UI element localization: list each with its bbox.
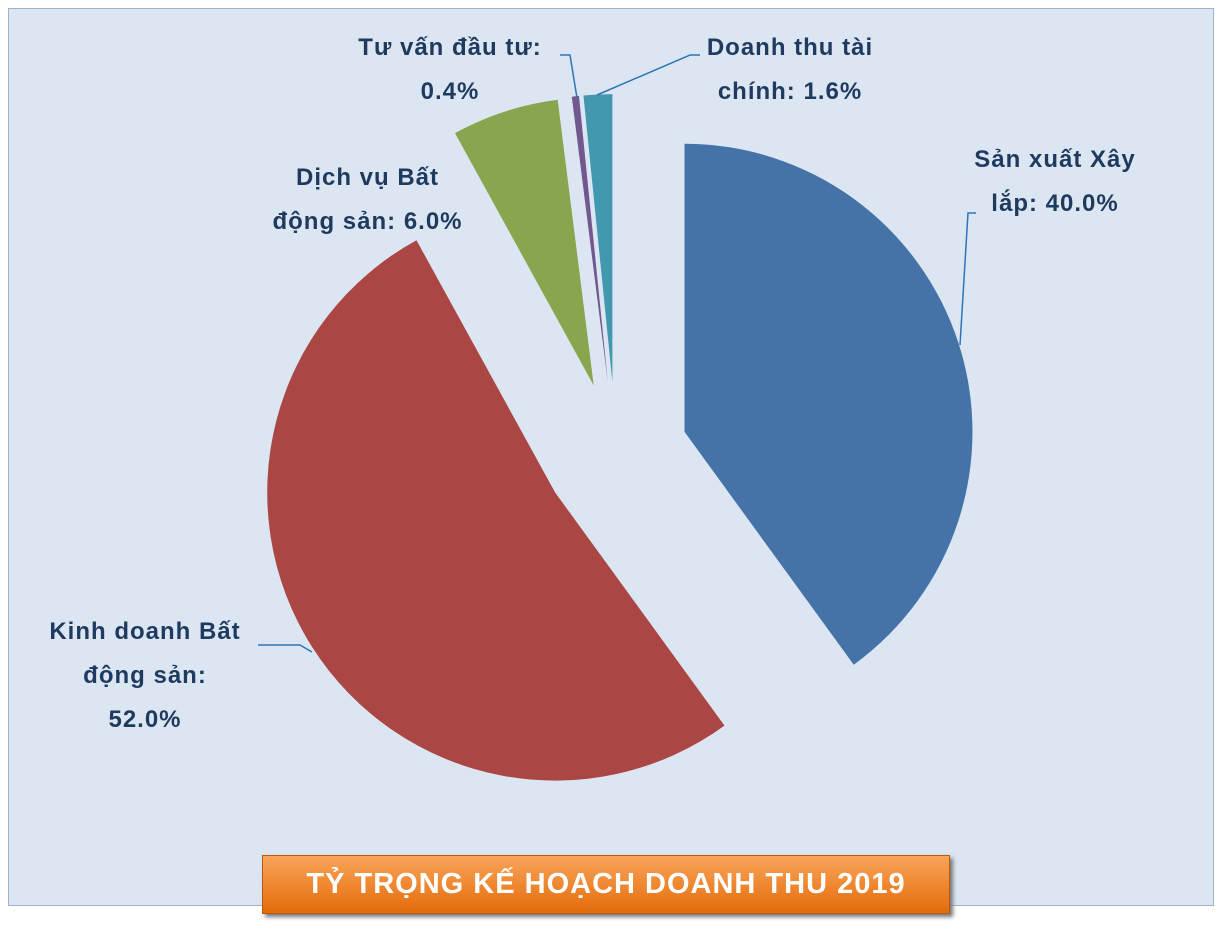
data-label: Tư vấn đầu tư: 0.4% — [340, 26, 560, 114]
chart-title: TỶ TRỌNG KẾ HOẠCH DOANH THU 2019 — [262, 855, 950, 914]
value-label: 6.0% — [403, 208, 463, 235]
value-label: 52.0% — [108, 706, 182, 733]
pie-slice — [455, 99, 594, 386]
leader-line — [596, 54, 700, 96]
pie-slice — [684, 143, 973, 665]
pie-slice — [267, 240, 725, 781]
pie-slice — [571, 95, 608, 383]
leader-line — [258, 644, 313, 653]
value-label: 1.6% — [803, 78, 863, 105]
category-label: Doanh thu tài chính: — [706, 34, 874, 105]
value-label: 0.4% — [420, 78, 480, 105]
data-label: Doanh thu tài chính: 1.6% — [690, 26, 890, 114]
category-label: Sản xuất Xây lắp: — [974, 146, 1136, 217]
pie-slice — [583, 94, 613, 383]
data-label: Kinh doanh Bất động sản: 52.0% — [40, 610, 250, 742]
category-label: Tư vấn đầu tư: — [358, 34, 542, 61]
category-label: Kinh doanh Bất động sản: — [49, 618, 241, 689]
leader-line — [560, 54, 578, 99]
leader-line — [959, 212, 976, 346]
category-label: Dịch vụ Bất động sản: — [272, 164, 440, 235]
value-label: 40.0% — [1045, 190, 1119, 217]
data-label: Sản xuất Xây lắp: 40.0% — [955, 138, 1155, 226]
data-label: Dịch vụ Bất động sản: 6.0% — [265, 156, 470, 244]
